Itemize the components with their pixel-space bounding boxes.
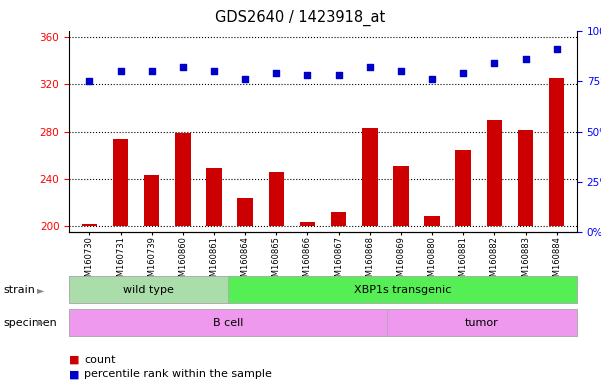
Point xyxy=(520,56,530,62)
Bar xyxy=(549,78,564,227)
Point xyxy=(272,70,281,76)
Bar xyxy=(175,133,191,227)
Point xyxy=(552,46,561,52)
Text: specimen: specimen xyxy=(3,318,56,328)
Point xyxy=(490,60,499,66)
Text: GDS2640 / 1423918_at: GDS2640 / 1423918_at xyxy=(215,10,386,26)
Bar xyxy=(331,212,346,227)
Text: tumor: tumor xyxy=(465,318,499,328)
Point xyxy=(365,64,374,70)
Text: B cell: B cell xyxy=(213,318,243,328)
Text: percentile rank within the sample: percentile rank within the sample xyxy=(84,369,272,379)
Bar xyxy=(456,151,471,227)
Bar xyxy=(113,139,128,227)
Point xyxy=(85,78,94,84)
Bar xyxy=(269,172,284,227)
Bar xyxy=(424,216,440,227)
Bar xyxy=(144,175,159,227)
Point xyxy=(459,70,468,76)
Text: wild type: wild type xyxy=(123,285,174,295)
Bar xyxy=(237,198,253,227)
Point xyxy=(209,68,219,74)
Point xyxy=(116,68,126,74)
Text: ►: ► xyxy=(37,285,44,295)
Point xyxy=(178,64,188,70)
Bar xyxy=(518,130,533,227)
Point xyxy=(303,72,313,78)
Text: count: count xyxy=(84,355,115,365)
Text: ►: ► xyxy=(37,318,44,328)
Text: XBP1s transgenic: XBP1s transgenic xyxy=(354,285,451,295)
Text: ■: ■ xyxy=(69,355,79,365)
Bar xyxy=(487,120,502,227)
Point xyxy=(147,68,156,74)
Bar xyxy=(82,224,97,227)
Bar xyxy=(300,222,316,227)
Bar xyxy=(393,166,409,227)
Point xyxy=(427,76,437,82)
Text: strain: strain xyxy=(3,285,35,295)
Text: ■: ■ xyxy=(69,369,79,379)
Bar xyxy=(362,128,377,227)
Bar xyxy=(206,168,222,227)
Point xyxy=(334,72,343,78)
Point xyxy=(396,68,406,74)
Point xyxy=(240,76,250,82)
